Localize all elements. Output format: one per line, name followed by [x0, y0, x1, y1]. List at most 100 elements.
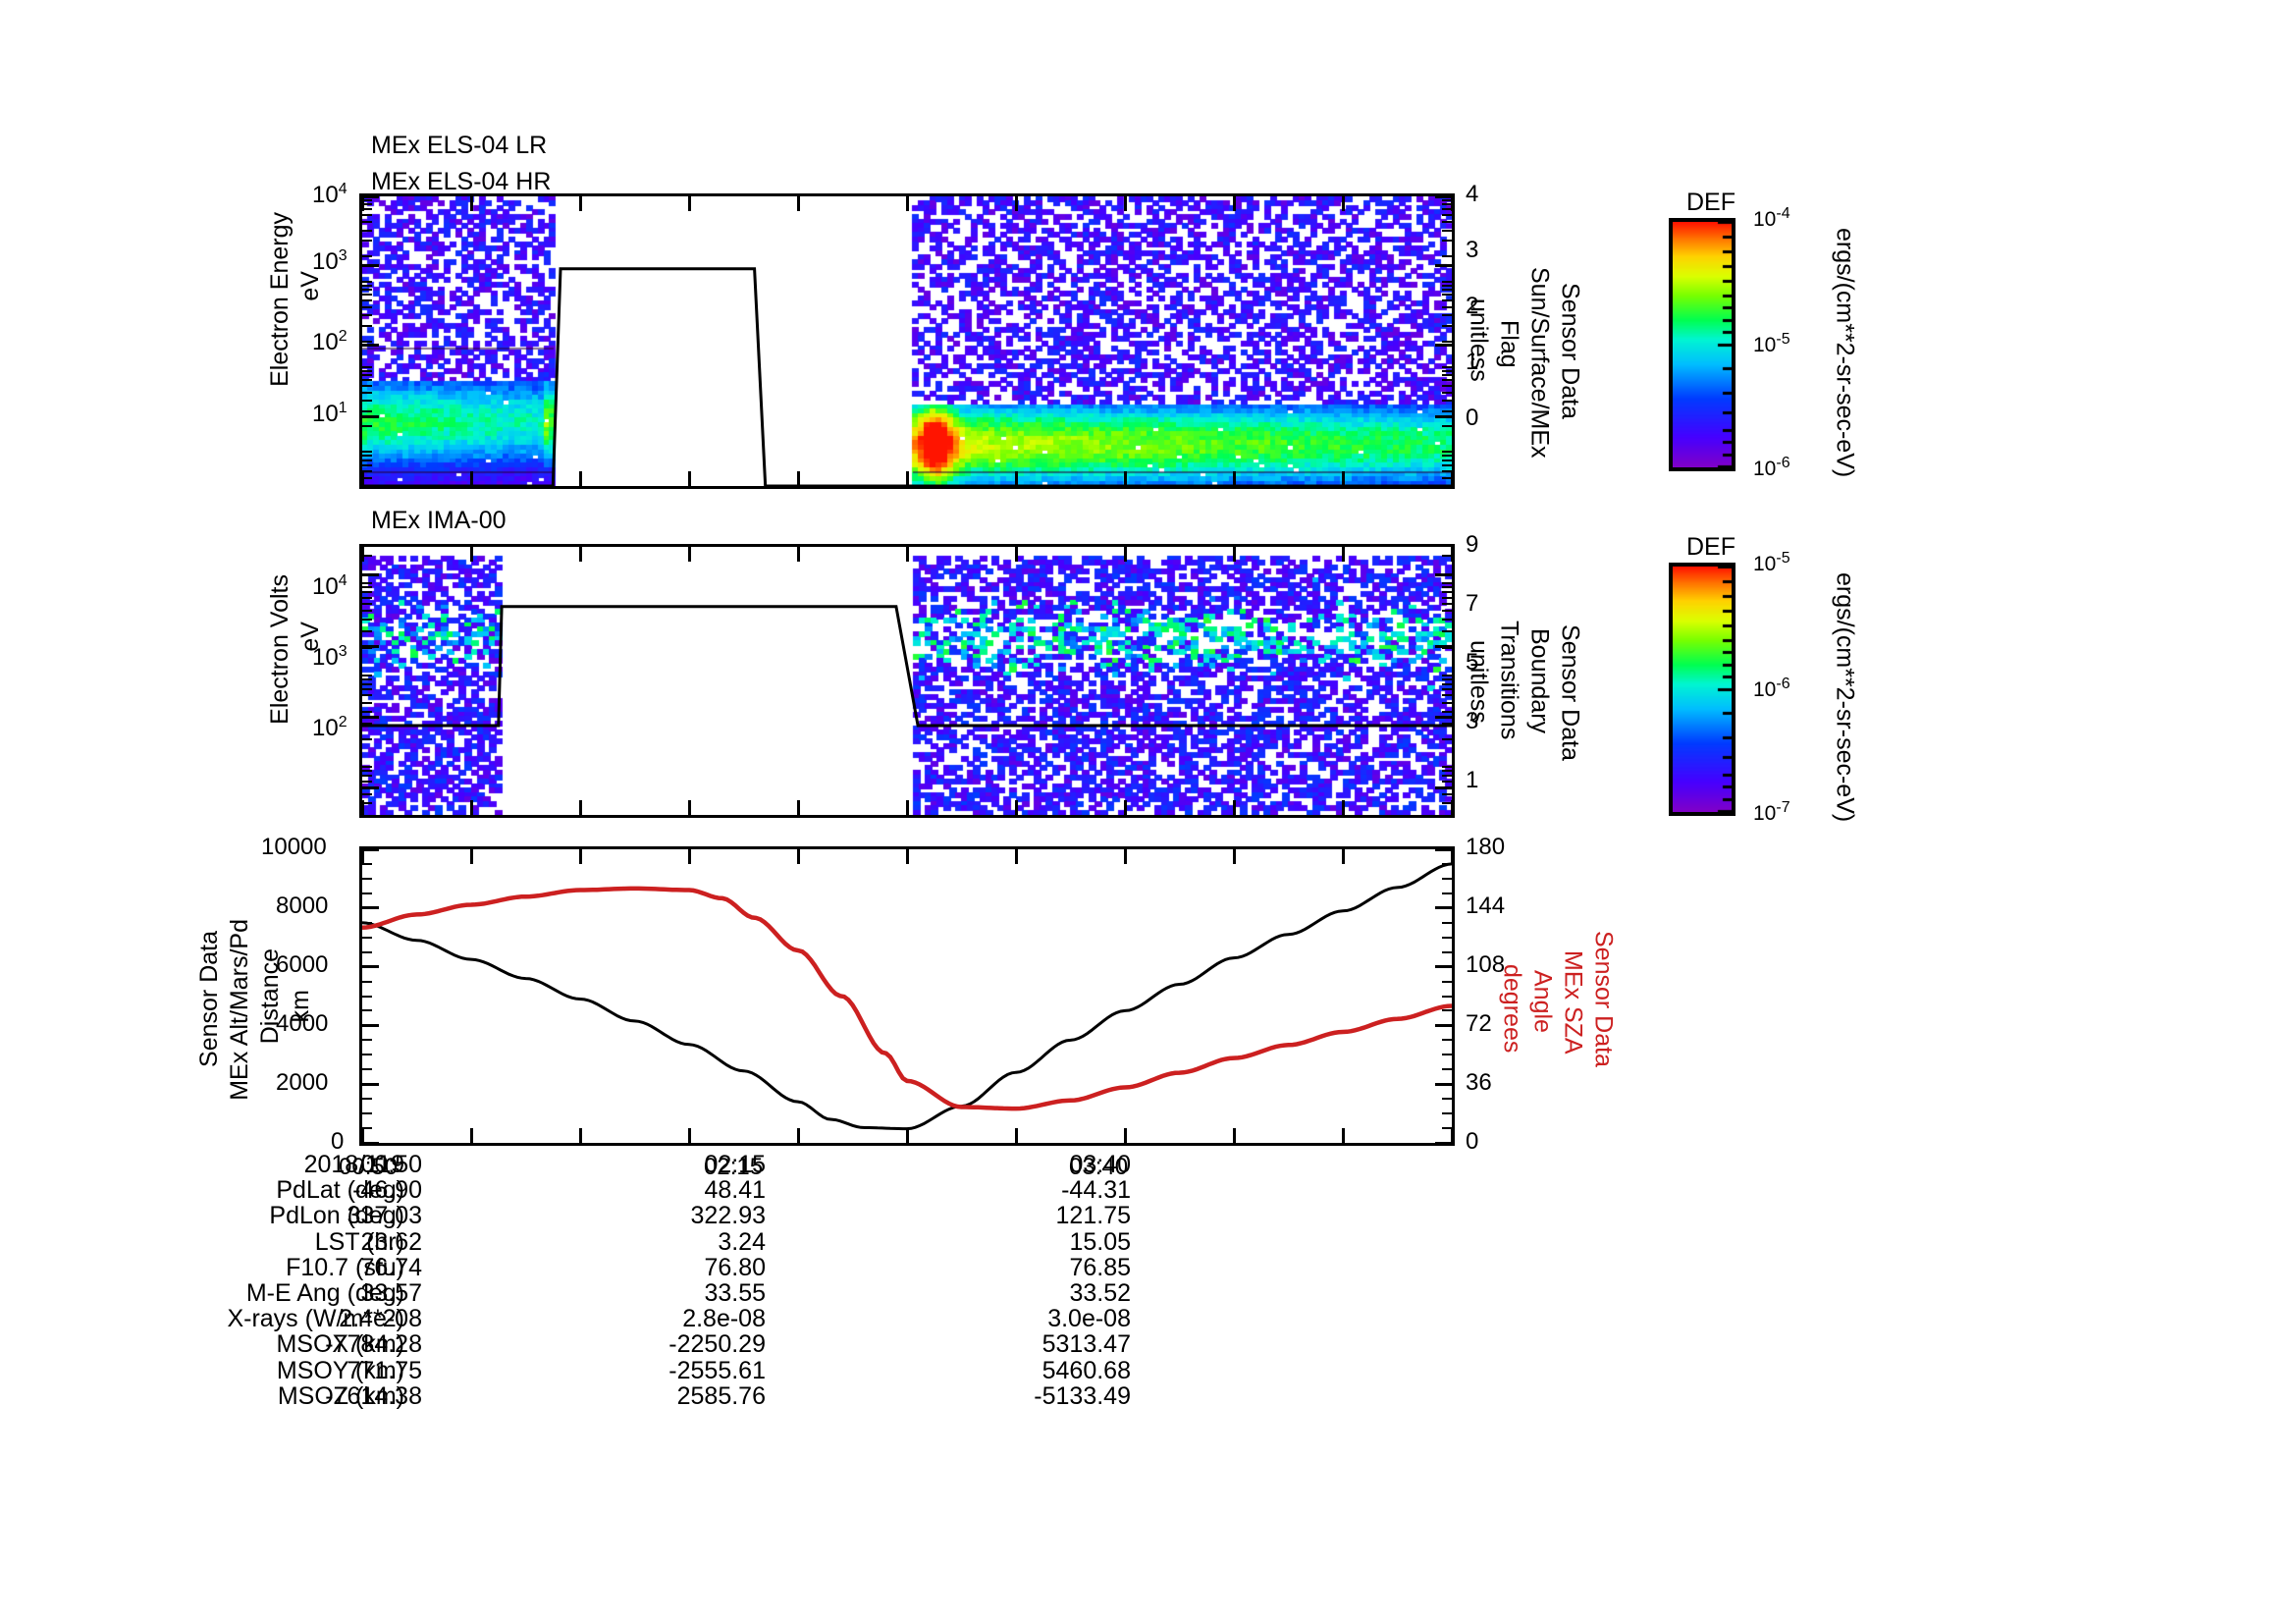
axis-tick	[362, 950, 372, 953]
axis-tick	[1435, 573, 1452, 577]
axis-tick	[1442, 1112, 1452, 1115]
axis-tick	[362, 1098, 372, 1101]
axis-tick	[362, 766, 372, 769]
axis-tick	[1442, 980, 1452, 983]
axis-tick	[578, 800, 582, 815]
axis-tick	[1232, 547, 1236, 562]
axis-tick	[362, 203, 372, 206]
panel2-ylabel: Electron Volts	[266, 574, 294, 725]
axis-tick	[1442, 936, 1452, 939]
axis-tick	[687, 849, 691, 864]
axis-tick	[1450, 196, 1454, 211]
axis-tick	[1442, 694, 1452, 697]
table-cell: 76.74	[360, 1253, 422, 1281]
axis-tick	[362, 314, 372, 317]
table-cell: 02:15	[704, 1151, 766, 1178]
table-cell: -7614.38	[325, 1381, 422, 1410]
axis-tick	[362, 280, 372, 283]
colorbar2-bot-label: 10-7	[1753, 799, 1790, 825]
axis-tick	[362, 410, 372, 413]
axis-tick	[1442, 630, 1452, 633]
colorbar1-bot-label: 10-6	[1753, 455, 1790, 480]
table-cell: 00:50	[360, 1151, 422, 1178]
axis-tick	[1123, 547, 1127, 562]
axis-tick	[362, 463, 372, 466]
axis-tick	[469, 547, 473, 562]
axis-tick	[1442, 208, 1452, 211]
axis-tick	[1341, 471, 1345, 486]
axis-tick	[1442, 240, 1452, 243]
table-row-label: PdLon (deg)	[269, 1202, 404, 1230]
axis-tick	[1442, 384, 1452, 387]
axis-tick	[362, 365, 372, 368]
axis-tick	[362, 701, 372, 704]
axis-tick	[362, 289, 372, 292]
axis-tick	[796, 1128, 800, 1143]
axis-tick	[362, 582, 372, 585]
axis-tick	[362, 573, 379, 577]
panel1-overlay-line	[362, 267, 1452, 488]
axis-tick	[362, 1039, 372, 1042]
axis-tick	[362, 995, 372, 998]
panel1-ytick-3: 103	[312, 247, 347, 275]
axis-tick	[362, 921, 372, 924]
axis-tick	[1442, 921, 1452, 924]
axis-tick	[1442, 374, 1452, 377]
axis-tick	[687, 547, 691, 562]
table-row-label: X-rays (W/m**2)	[227, 1305, 404, 1333]
axis-tick	[1123, 849, 1127, 864]
axis-tick	[1442, 1127, 1452, 1130]
table-cell: 771.75	[347, 1356, 422, 1384]
axis-tick	[362, 682, 372, 685]
axis-tick	[1442, 299, 1452, 302]
axis-tick	[1442, 802, 1452, 805]
table-cell: 76.80	[704, 1253, 766, 1281]
sza-curve	[361, 886, 1453, 1111]
panel2-title: MEx IMA-00	[371, 507, 507, 534]
axis-tick	[362, 391, 372, 394]
axis-tick	[1442, 722, 1452, 725]
axis-tick	[362, 374, 372, 377]
axis-tick	[1442, 476, 1452, 479]
axis-tick	[362, 802, 372, 805]
panel3-rtick-108: 108	[1466, 951, 1506, 978]
axis-tick	[1442, 451, 1452, 454]
axis-tick	[362, 586, 372, 589]
axis-tick	[362, 644, 379, 648]
axis-tick	[905, 849, 909, 864]
panel2-rtick-7: 7	[1466, 590, 1479, 617]
panel3-rtick-0: 0	[1466, 1128, 1479, 1155]
panel2-right-label-4: unitless	[1465, 640, 1493, 724]
table-cell: -2555.61	[668, 1356, 766, 1384]
axis-tick	[362, 299, 372, 302]
axis-tick	[362, 469, 372, 472]
axis-tick	[1442, 469, 1452, 472]
axis-tick	[1442, 892, 1452, 894]
axis-tick	[1442, 780, 1452, 783]
axis-tick	[362, 862, 372, 865]
table-cell: 2.4e-08	[339, 1305, 422, 1333]
panel3-ytick-4000: 4000	[276, 1010, 329, 1037]
axis-tick	[469, 196, 473, 211]
panel1-rtick-3: 3	[1466, 237, 1479, 263]
colorbar1-gradient	[1669, 218, 1735, 471]
axis-tick	[469, 800, 473, 815]
panel2-ylabel-line1: Electron Volts	[266, 574, 294, 725]
panel1-right-label-2: Sun/Surface/MEx	[1525, 267, 1554, 459]
axis-tick	[1435, 1141, 1452, 1145]
table-row-label: MSOY (km)	[276, 1356, 404, 1384]
axis-tick	[362, 340, 372, 343]
table-row-label: 2018/119	[303, 1151, 404, 1178]
axis-tick	[362, 284, 372, 287]
axis-tick	[1232, 849, 1236, 864]
axis-tick	[362, 770, 372, 773]
axis-tick	[362, 694, 372, 697]
axis-tick	[1442, 862, 1452, 865]
panel3-ytick-0: 0	[331, 1128, 345, 1155]
axis-tick	[362, 775, 372, 778]
axis-tick	[1435, 847, 1452, 851]
axis-tick	[1442, 596, 1452, 599]
colorbar1-mid-label: 10-5	[1753, 331, 1790, 356]
axis-tick	[1435, 1082, 1452, 1086]
axis-tick	[1014, 1128, 1018, 1143]
